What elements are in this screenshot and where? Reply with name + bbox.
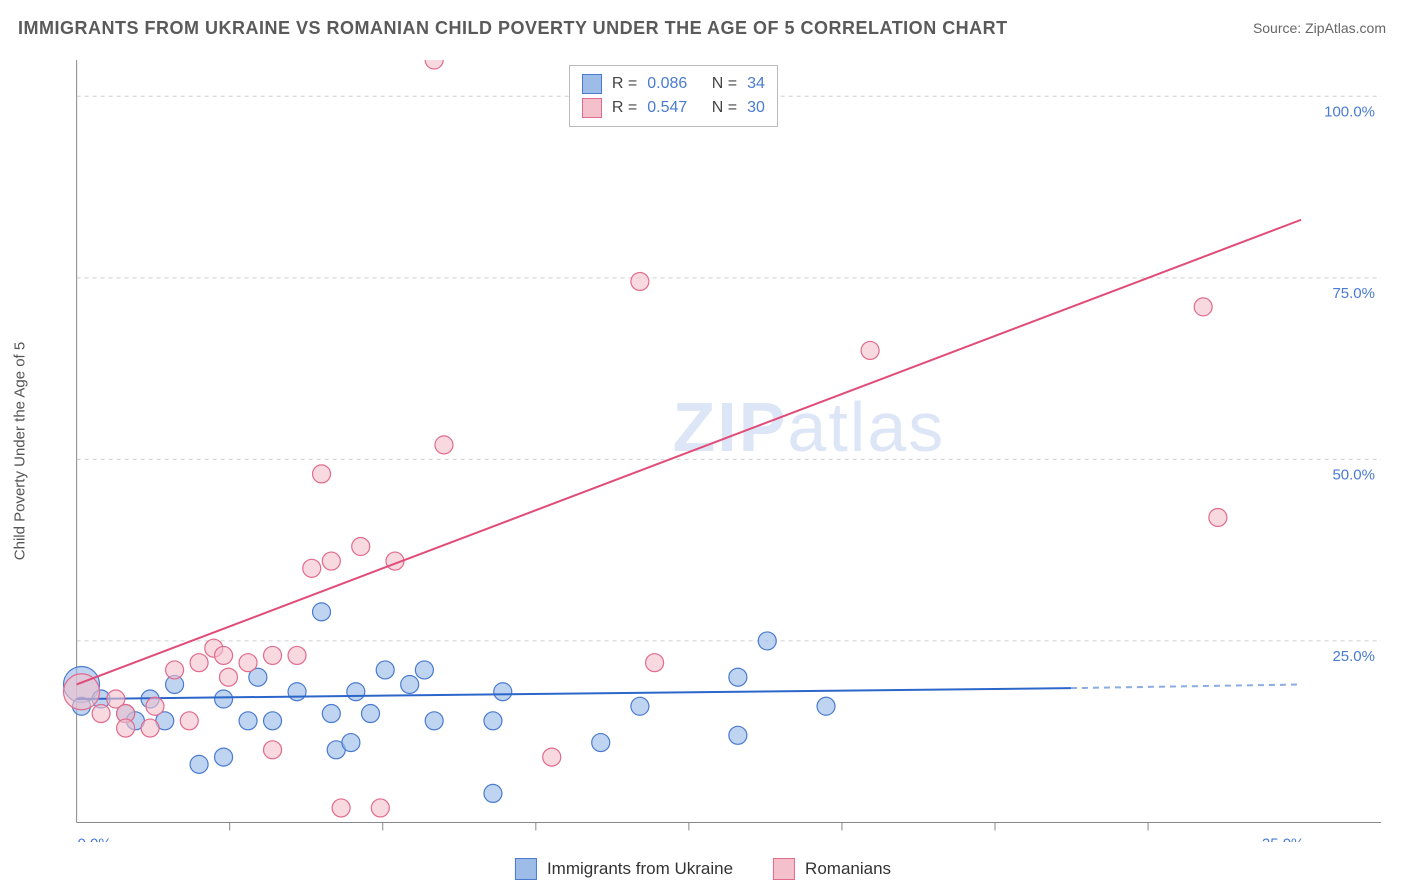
stats-N-label: N = xyxy=(712,72,737,96)
svg-text:ZIPatlas: ZIPatlas xyxy=(672,388,945,466)
stats-R-label: R = xyxy=(612,72,637,96)
legend-swatch-romanians-icon xyxy=(773,858,795,880)
legend-item-romanians: Romanians xyxy=(773,858,891,880)
bottom-legend: Immigrants from Ukraine Romanians xyxy=(515,858,891,880)
legend-swatch-ukraine-icon xyxy=(515,858,537,880)
y-axis-label: Child Poverty Under the Age of 5 xyxy=(12,342,29,560)
stats-N-ukraine: 34 xyxy=(747,72,765,96)
svg-text:100.0%: 100.0% xyxy=(1324,103,1375,120)
legend-stats-row-ukraine: R = 0.086 N = 34 xyxy=(582,72,765,96)
source-prefix: Source: xyxy=(1253,20,1305,36)
svg-text:25.0%: 25.0% xyxy=(1262,835,1305,842)
source-name: ZipAtlas.com xyxy=(1305,20,1386,36)
svg-text:75.0%: 75.0% xyxy=(1332,285,1375,302)
svg-text:50.0%: 50.0% xyxy=(1332,466,1375,483)
scatter-plot: 25.0% 50.0% 75.0% 100.0% 0.0% 25.0% ZIPatlas xyxy=(50,60,1381,842)
source-attribution: Source: ZipAtlas.com xyxy=(1253,20,1386,36)
legend-label-ukraine: Immigrants from Ukraine xyxy=(547,859,733,879)
legend-stats-box: R = 0.086 N = 34 R = 0.547 N = 30 xyxy=(569,65,778,127)
chart-title: IMMIGRANTS FROM UKRAINE VS ROMANIAN CHIL… xyxy=(18,18,1008,39)
stats-R-label: R = xyxy=(612,96,637,120)
svg-text:0.0%: 0.0% xyxy=(78,835,112,842)
swatch-romanians-icon xyxy=(582,98,602,118)
legend-stats-row-romanians: R = 0.547 N = 30 xyxy=(582,96,765,120)
svg-text:25.0%: 25.0% xyxy=(1332,648,1375,665)
stats-R-romanians: 0.547 xyxy=(647,96,687,120)
legend-label-romanians: Romanians xyxy=(805,859,891,879)
stats-N-romanians: 30 xyxy=(747,96,765,120)
legend-item-ukraine: Immigrants from Ukraine xyxy=(515,858,733,880)
stats-R-ukraine: 0.086 xyxy=(647,72,687,96)
chart-area: Child Poverty Under the Age of 5 25.0%50… xyxy=(50,60,1381,842)
swatch-ukraine-icon xyxy=(582,74,602,94)
stats-N-label: N = xyxy=(712,96,737,120)
